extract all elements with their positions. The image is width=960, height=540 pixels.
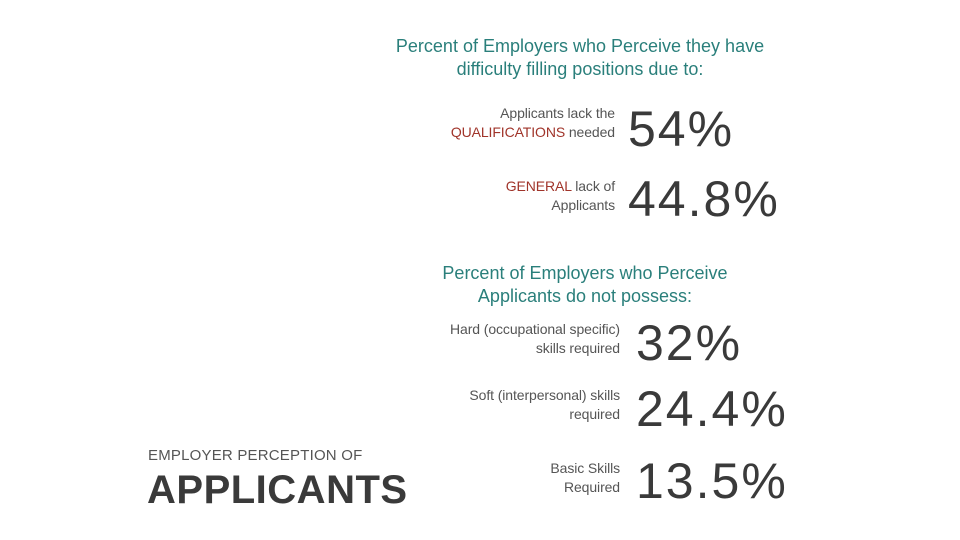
general-lack-stat: 44.8% [628,171,780,227]
footer-title: APPLICANTS [147,468,408,512]
qualifications-label-line2: QUALIFICATIONS needed [355,123,615,142]
basic-skills-stat: 13.5% [636,453,788,509]
soft-skills-label: Soft (interpersonal) skills required [360,386,620,424]
general-rest: lack of [571,178,615,194]
basic-skills-label-line2: Required [563,479,620,495]
section1-heading: Percent of Employers who Perceive they h… [330,35,830,81]
qualifications-label: Applicants lack the QUALIFICATIONS neede… [355,104,615,142]
qualifications-rest: needed [565,124,615,140]
section2-heading-line1: Percent of Employers who Perceive [442,263,728,283]
hard-skills-label: Hard (occupational specific) skills requ… [360,320,620,358]
soft-skills-stat: 24.4% [636,381,788,437]
section2-heading-line2: Applicants do not possess: [477,286,693,306]
hard-skills-label-line2: skills required [535,340,620,356]
footer-kicker: EMPLOYER PERCEPTION OF [148,447,363,464]
hard-skills-label-line1: Hard (occupational specific) [450,321,620,337]
general-lack-label-line1: GENERAL lack of [355,177,615,196]
hard-skills-stat: 32% [636,315,743,371]
general-highlight: GENERAL [505,178,572,194]
basic-skills-label: Basic Skills Required [360,459,620,497]
qualifications-label-line1: Applicants lack the [500,105,615,121]
section1-heading-line2: difficulty filling positions due to: [456,59,704,79]
soft-skills-label-line2: required [569,406,620,422]
qualifications-highlight: QUALIFICATIONS [450,124,566,140]
general-lack-label: GENERAL lack of Applicants [355,177,615,215]
section2-heading: Percent of Employers who Perceive Applic… [385,262,785,308]
section1-heading-line1: Percent of Employers who Perceive they h… [395,36,765,56]
qualifications-stat: 54% [628,101,735,157]
general-lack-label-line2: Applicants [551,197,615,213]
soft-skills-label-line1: Soft (interpersonal) skills [469,387,620,403]
basic-skills-label-line1: Basic Skills [550,460,620,476]
